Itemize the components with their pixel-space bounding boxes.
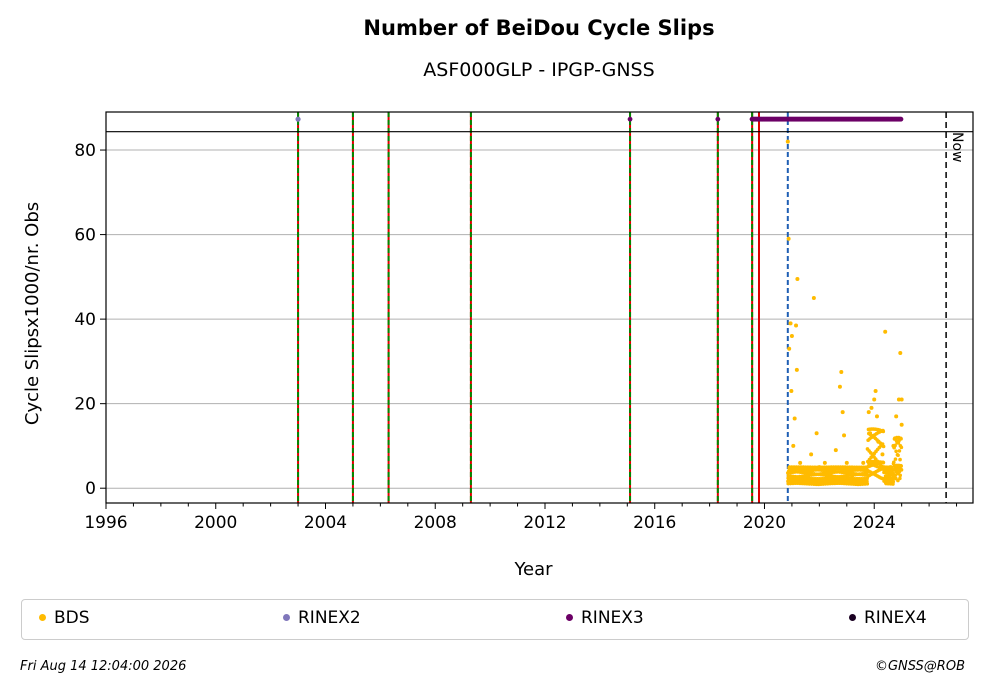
now-label: Now — [949, 132, 965, 163]
bds-point — [791, 443, 796, 448]
x-tick-label: 2016 — [633, 513, 676, 533]
bds-point — [873, 388, 878, 393]
legend-marker-rinex4 — [849, 613, 856, 621]
legend-marker-rinex2 — [283, 613, 290, 621]
legend-marker-bds — [39, 613, 46, 621]
bds-point — [890, 465, 894, 470]
footer-timestamp: Fri Aug 14 12:04:00 2026 — [20, 659, 187, 674]
bds-point — [899, 445, 904, 450]
bds-point — [899, 464, 903, 468]
legend-item-bds: BDS — [39, 608, 90, 628]
y-tick-label: 20 — [74, 395, 96, 415]
bds-point — [893, 443, 897, 448]
rinex3-marker — [715, 116, 721, 122]
x-tick-label: 2008 — [414, 513, 457, 533]
bds-point — [894, 414, 899, 419]
bds-point — [840, 410, 845, 415]
x-tick-label: 2012 — [523, 513, 566, 533]
bds-point — [861, 460, 866, 465]
y-tick-label: 60 — [74, 226, 96, 246]
bds-point — [872, 397, 877, 402]
footer-credit: ©GNSS@ROB — [874, 659, 965, 674]
legend-marker-rinex3 — [566, 613, 573, 621]
bds-point — [809, 452, 814, 457]
bds-point — [795, 276, 800, 281]
legend-label-rinex2: RINEX2 — [298, 608, 361, 628]
bds-point — [865, 482, 870, 486]
bds-point — [898, 476, 902, 481]
bds-point — [892, 460, 896, 465]
y-tick-label: 0 — [85, 479, 96, 499]
rinex3-marker — [627, 116, 633, 122]
bds-point — [893, 457, 898, 461]
legend-item-rinex2: RINEX2 — [283, 608, 361, 628]
bds-point — [899, 422, 904, 427]
bds-point — [833, 448, 838, 453]
bds-point — [811, 295, 816, 300]
bds-point — [898, 350, 903, 355]
bds-point — [898, 473, 903, 478]
bds-point — [869, 405, 874, 410]
x-tick-label: 2000 — [194, 513, 237, 533]
bds-point — [786, 236, 791, 241]
legend: BDS RINEX2 RINEX3 RINEX4 — [21, 599, 969, 640]
bds-point — [842, 433, 847, 438]
bds-point — [881, 444, 886, 449]
legend-label-rinex3: RINEX3 — [581, 608, 644, 628]
bds-point — [881, 460, 886, 465]
rinex2-marker — [295, 116, 301, 122]
bds-point — [837, 384, 842, 389]
bds-point — [899, 397, 904, 402]
bds-point — [883, 329, 888, 334]
bds-point — [789, 388, 794, 393]
y-axis-label: Cycle Slipsx1000/nr. Obs — [22, 202, 43, 425]
bds-point — [896, 397, 901, 402]
legend-label-bds: BDS — [54, 608, 90, 628]
y-tick-label: 80 — [74, 141, 96, 161]
bds-point — [814, 431, 819, 436]
bds-point — [789, 334, 794, 339]
bds-point — [898, 457, 902, 462]
x-tick-label: 2020 — [743, 513, 786, 533]
x-tick-label: 2004 — [304, 513, 347, 533]
bds-point — [881, 429, 886, 434]
rinex3-marker — [898, 116, 904, 122]
chart-title: Number of BeiDou Cycle Slips — [363, 16, 715, 40]
bds-point — [839, 369, 844, 374]
legend-label-rinex4: RINEX4 — [864, 608, 927, 628]
legend-item-rinex4: RINEX4 — [849, 608, 927, 628]
plot-frame — [105, 111, 974, 504]
bds-point — [822, 460, 827, 465]
bds-point — [897, 449, 902, 453]
legend-item-rinex3: RINEX3 — [566, 608, 644, 628]
bds-point — [792, 416, 797, 421]
bds-point — [899, 468, 904, 472]
bds-point — [844, 460, 849, 465]
x-tick-label: 2024 — [853, 513, 896, 533]
bds-point — [787, 346, 792, 351]
x-axis-label: Year — [513, 559, 553, 580]
x-tick-label: 1996 — [84, 513, 127, 533]
bds-point — [891, 479, 896, 484]
bds-point — [874, 414, 879, 419]
bds-point — [880, 452, 885, 457]
bds-point — [794, 367, 799, 372]
y-tick-label: 40 — [74, 310, 96, 330]
bds-point — [894, 449, 898, 454]
chart-subtitle: ASF000GLP - IPGP-GNSS — [423, 59, 655, 81]
bds-point — [798, 460, 803, 465]
bds-point — [896, 453, 900, 458]
bds-point — [788, 321, 793, 326]
bds-point — [785, 139, 790, 144]
bds-point — [794, 323, 799, 328]
bds-point — [866, 410, 871, 415]
bds-point — [899, 437, 903, 441]
